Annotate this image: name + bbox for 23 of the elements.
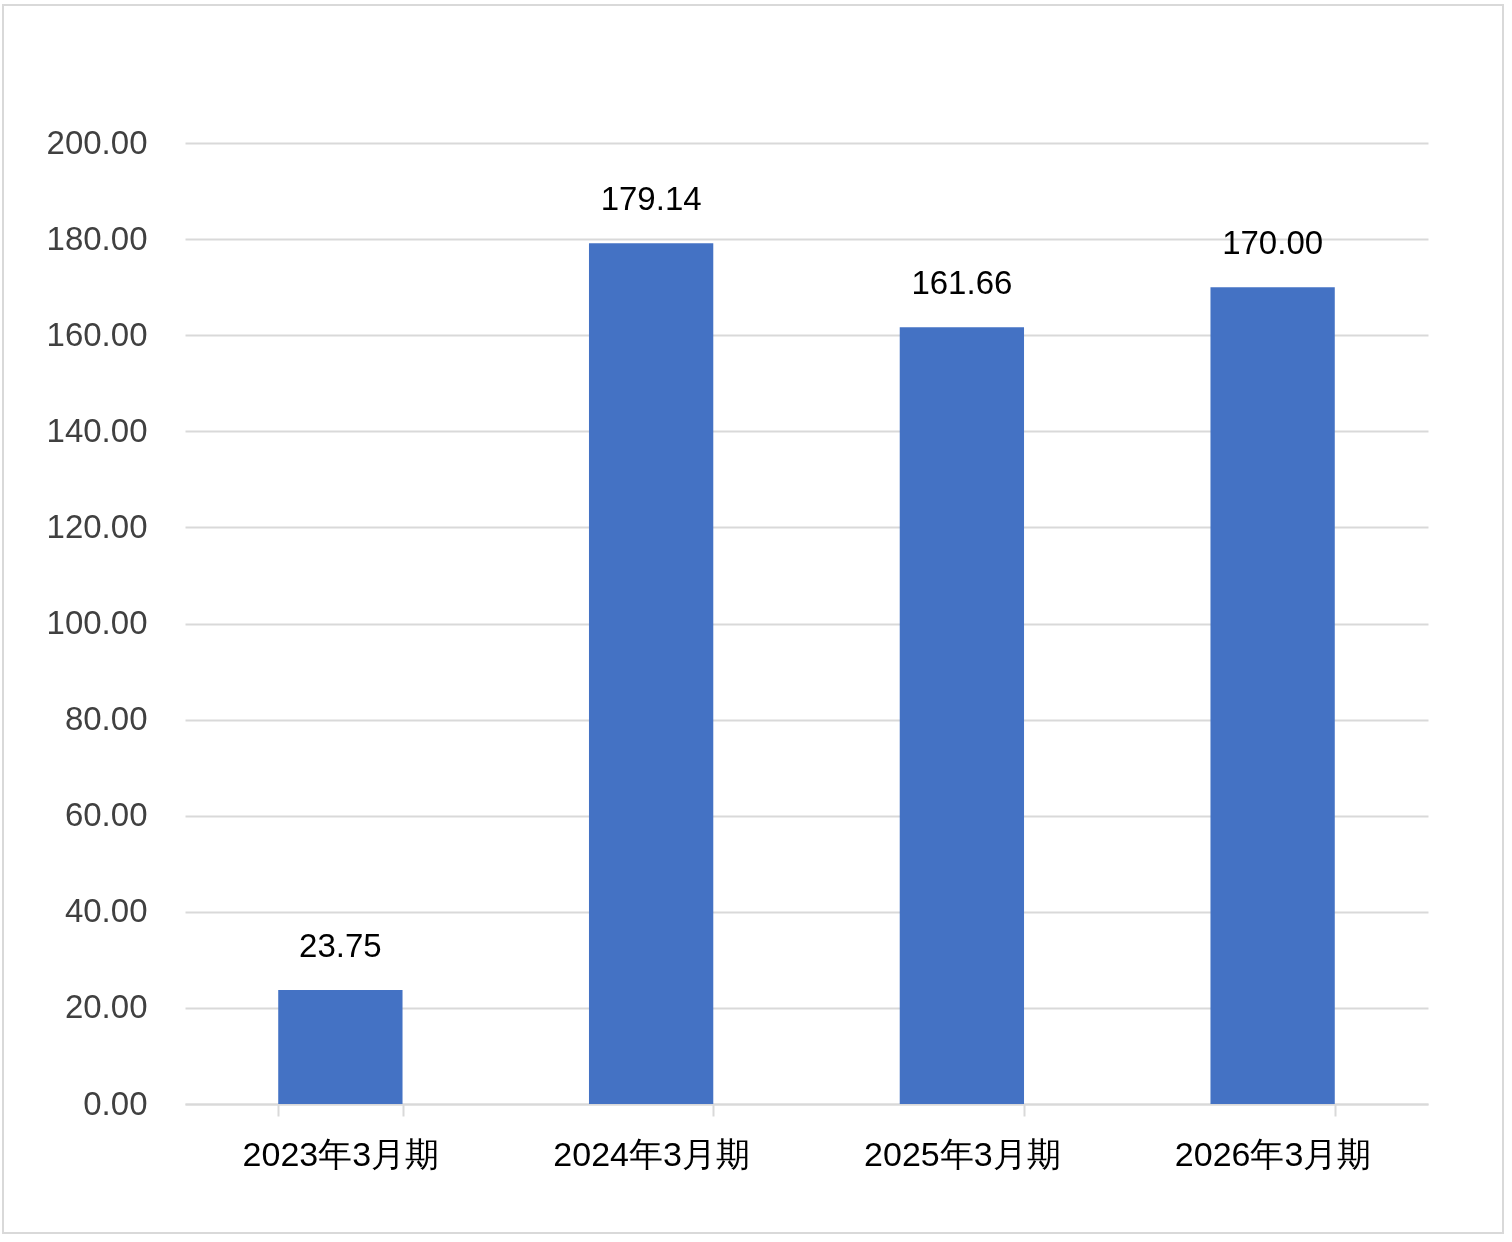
x-tick-label: 2024年3月期 <box>553 1134 750 1173</box>
y-tick-label: 100.00 <box>46 604 148 641</box>
bar <box>588 243 714 1104</box>
y-tick-label: 120.00 <box>46 507 148 545</box>
y-tick-label: 0.00 <box>83 1084 148 1122</box>
y-tick-label: 20.00 <box>64 988 148 1026</box>
bar <box>1210 287 1335 1104</box>
bar <box>278 989 403 1104</box>
y-tick-label: 80.00 <box>64 700 148 738</box>
bar <box>899 327 1025 1104</box>
x-tick-label: 2025年3月期 <box>864 1134 1061 1173</box>
y-tick-label: 200.00 <box>46 123 148 161</box>
x-tick-label: 2023年3月期 <box>242 1134 440 1173</box>
x-tick-label: 2026年3月期 <box>1174 1134 1372 1173</box>
y-tick-label: 180.00 <box>46 219 148 257</box>
y-tick-label: 40.00 <box>64 892 148 930</box>
y-tick-label: 60.00 <box>64 796 148 834</box>
data-label: 161.66 <box>911 264 1013 302</box>
y-tick-label: 140.00 <box>46 411 148 449</box>
data-label: 170.00 <box>1222 224 1324 262</box>
data-label: 179.14 <box>600 180 702 218</box>
data-label: 23.75 <box>299 926 382 964</box>
y-tick-label: 160.00 <box>46 315 148 353</box>
